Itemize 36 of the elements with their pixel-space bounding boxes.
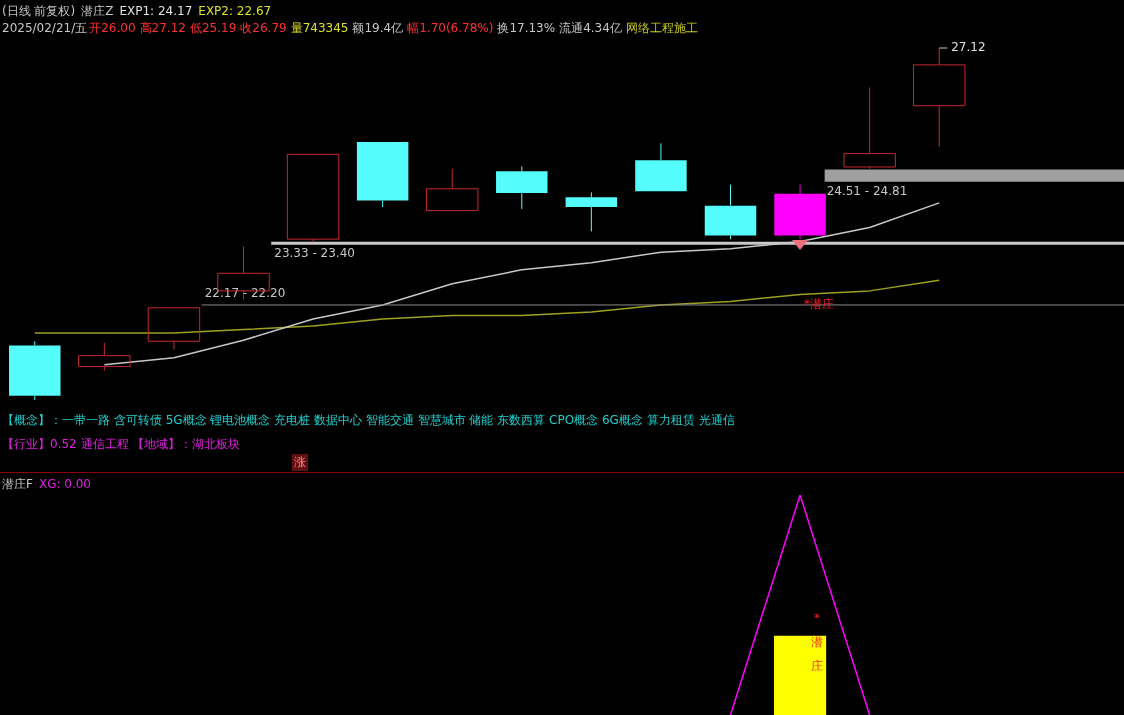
text: 量743345 bbox=[290, 21, 349, 35]
text: 幅1.70(6.78%) bbox=[407, 21, 494, 35]
text: 网络工程施工 bbox=[625, 21, 698, 35]
text: 低25.19 bbox=[189, 21, 237, 35]
candlestick bbox=[704, 184, 757, 240]
text: 额19.4亿 bbox=[352, 21, 404, 35]
candlestick bbox=[843, 86, 896, 170]
annotation: *潜庄 bbox=[804, 296, 835, 314]
candlestick bbox=[147, 307, 201, 351]
text: EXP1: 24.17 bbox=[119, 4, 193, 18]
candlestick bbox=[565, 191, 618, 232]
annotation: 23.33 - 23.40 bbox=[274, 246, 355, 261]
text: 收26.79 bbox=[240, 21, 287, 35]
text: 流通4.34亿 bbox=[559, 21, 622, 35]
text: 【概念】：一带一路 含可转债 5G概念 锂电池概念 充电桩 数据中心 智能交通 智慧城市 储能 东数西算 CPO概念 6G概念 算力租赁 光通信 bbox=[2, 412, 735, 429]
text: XG: 0.00 bbox=[38, 477, 92, 491]
text: EXP2: 22.67 bbox=[198, 4, 272, 18]
text: 【行业】0.52 通信工程 【地域】：湖北板块 bbox=[2, 436, 241, 453]
text: 开26.00 bbox=[89, 21, 136, 35]
text: 换17.13% bbox=[497, 21, 556, 35]
text: 涨 bbox=[292, 454, 308, 471]
text: 潜庄F bbox=[2, 477, 33, 491]
annotation: 24.51 - 24.81 bbox=[826, 183, 908, 198]
candlestick bbox=[496, 165, 548, 210]
text: 高27.12 bbox=[139, 21, 186, 35]
text: 潜庄Z bbox=[81, 4, 114, 18]
annotation: *潜庄 bbox=[810, 609, 825, 675]
text: 2025/02/21/五 bbox=[2, 21, 88, 35]
annotation: 27.12 bbox=[951, 40, 986, 55]
candlestick bbox=[356, 141, 409, 208]
candlestick bbox=[635, 142, 687, 192]
candlestick bbox=[78, 342, 131, 372]
candlestick bbox=[9, 340, 61, 400]
text: (日线 前复权) bbox=[2, 4, 76, 18]
candlestick bbox=[286, 153, 340, 243]
candlestick bbox=[425, 168, 479, 212]
